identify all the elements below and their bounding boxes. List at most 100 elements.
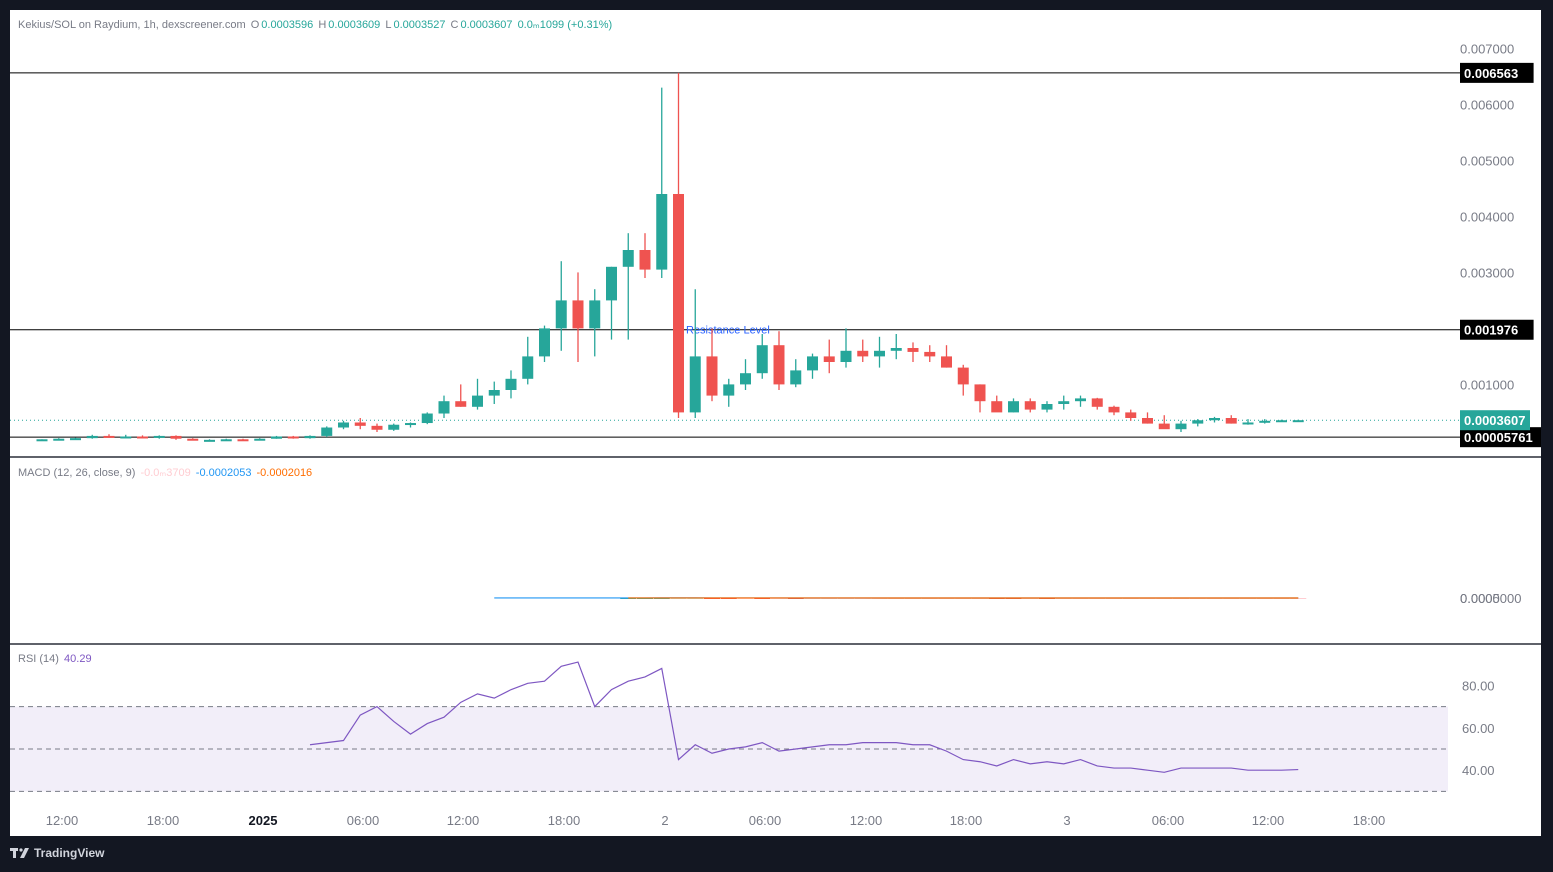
candle-up[interactable]	[53, 438, 65, 441]
price-axis-tick: 0.005000	[1460, 153, 1514, 168]
macd-axis-tick: 0.0005000	[1460, 591, 1521, 606]
candle-down[interactable]	[857, 350, 869, 357]
candle-down[interactable]	[455, 401, 467, 407]
candle-up[interactable]	[321, 427, 333, 436]
candle-down[interactable]	[991, 401, 1003, 413]
candle-down[interactable]	[1108, 406, 1120, 413]
candle-down[interactable]	[673, 193, 684, 413]
candle-up[interactable]	[338, 422, 349, 428]
candle-up[interactable]	[807, 356, 818, 371]
candle-up[interactable]	[388, 424, 400, 430]
candle-down[interactable]	[941, 356, 952, 368]
candle-down[interactable]	[237, 439, 249, 442]
candle-up[interactable]	[1259, 420, 1271, 423]
candle-up[interactable]	[589, 300, 601, 329]
candle-up[interactable]	[254, 438, 266, 441]
last-price-label: 0.0003607	[1464, 413, 1525, 428]
time-axis-label: 18:00	[1353, 813, 1386, 828]
chart-frame: 0.007000 0.006000 0.005000 0.004000 0.003000…	[10, 10, 1541, 836]
candle-down[interactable]	[1158, 423, 1170, 430]
price-axis-tick: 0.003000	[1460, 265, 1514, 280]
chart-svg[interactable]: 0.007000 0.006000 0.005000 0.004000 0.003000…	[10, 10, 1541, 836]
open-label: O	[250, 19, 260, 31]
candle-down[interactable]	[924, 351, 936, 357]
time-axis-label: 12:00	[850, 813, 883, 828]
candle-down[interactable]	[974, 384, 986, 402]
candle-down[interactable]	[187, 438, 199, 441]
candle-down[interactable]	[354, 422, 366, 426]
candle-up[interactable]	[890, 347, 902, 351]
candle-up[interactable]	[622, 249, 634, 267]
rsi-axis-tick: 60.00	[1462, 721, 1495, 736]
level-price-tag	[1460, 427, 1541, 448]
time-axis-label: 2	[661, 813, 668, 828]
candle-up[interactable]	[1242, 422, 1254, 425]
candle-up[interactable]	[1175, 423, 1187, 430]
candle-up[interactable]	[790, 370, 802, 385]
candle-down[interactable]	[1091, 398, 1103, 407]
macd-line-value: -0.0002053	[195, 467, 252, 479]
candle-up[interactable]	[555, 300, 567, 329]
candle-up[interactable]	[539, 328, 550, 357]
candle-up[interactable]	[220, 439, 232, 442]
candle-up[interactable]	[840, 350, 852, 362]
candle-up[interactable]	[204, 439, 215, 442]
candle-up[interactable]	[36, 439, 48, 442]
candle-down[interactable]	[907, 347, 919, 352]
candle-down[interactable]	[1024, 401, 1036, 410]
time-axis-label: 18:00	[548, 813, 581, 828]
candle-up[interactable]	[522, 356, 534, 379]
candle-down[interactable]	[1225, 417, 1237, 424]
tradingview-logo-icon	[10, 848, 29, 858]
candle-up[interactable]	[1058, 401, 1070, 404]
candle-down[interactable]	[572, 300, 584, 329]
candle-down[interactable]	[1125, 412, 1137, 418]
candle-up[interactable]	[1008, 401, 1019, 413]
candle-up[interactable]	[740, 373, 751, 385]
macd-axis-tick: 0.0000	[1460, 591, 1500, 606]
candle-down[interactable]	[823, 356, 835, 362]
candle-up[interactable]	[1192, 420, 1204, 424]
candle-up[interactable]	[1209, 417, 1220, 421]
candle-down[interactable]	[103, 435, 115, 438]
candle-up[interactable]	[271, 436, 282, 439]
candle-up[interactable]	[70, 438, 81, 441]
candle-up[interactable]	[1292, 420, 1304, 423]
level-price-tag	[1460, 319, 1534, 340]
candle-up[interactable]	[656, 193, 668, 270]
close-label: C	[450, 19, 459, 31]
tradingview-brand[interactable]: TradingView	[10, 846, 104, 860]
candle-down[interactable]	[957, 367, 969, 385]
candle-up[interactable]	[488, 389, 500, 396]
candle-up[interactable]	[86, 435, 98, 439]
candle-up[interactable]	[723, 384, 735, 396]
candle-up[interactable]	[438, 401, 450, 414]
candle-up[interactable]	[874, 350, 885, 357]
candle-down[interactable]	[773, 345, 785, 385]
candle-up[interactable]	[1075, 398, 1086, 402]
candle-up[interactable]	[421, 413, 433, 424]
candle-down[interactable]	[706, 356, 718, 396]
high-label: H	[318, 19, 327, 31]
candle-down[interactable]	[170, 435, 182, 439]
candle-up[interactable]	[472, 395, 483, 407]
low-label: L	[385, 19, 392, 31]
candle-down[interactable]	[639, 249, 651, 270]
candle-up[interactable]	[153, 435, 165, 438]
macd-hist-value: -0.0ₘ3709	[140, 467, 191, 479]
candle-up[interactable]	[1276, 420, 1287, 423]
candle-up[interactable]	[1041, 403, 1053, 410]
candle-up[interactable]	[120, 436, 132, 439]
candle-up[interactable]	[405, 423, 416, 426]
candle-up[interactable]	[689, 356, 701, 413]
candle-down[interactable]	[287, 436, 299, 439]
candle-down[interactable]	[1142, 417, 1153, 424]
level-price-label: 0.006563	[1464, 66, 1518, 81]
candle-up[interactable]	[505, 378, 517, 390]
candle-up[interactable]	[756, 345, 768, 374]
candle-up[interactable]	[606, 266, 617, 301]
macd-signal-value: -0.0002016	[256, 467, 313, 479]
candle-up[interactable]	[304, 435, 316, 439]
candle-down[interactable]	[371, 425, 383, 430]
candle-down[interactable]	[137, 436, 148, 439]
